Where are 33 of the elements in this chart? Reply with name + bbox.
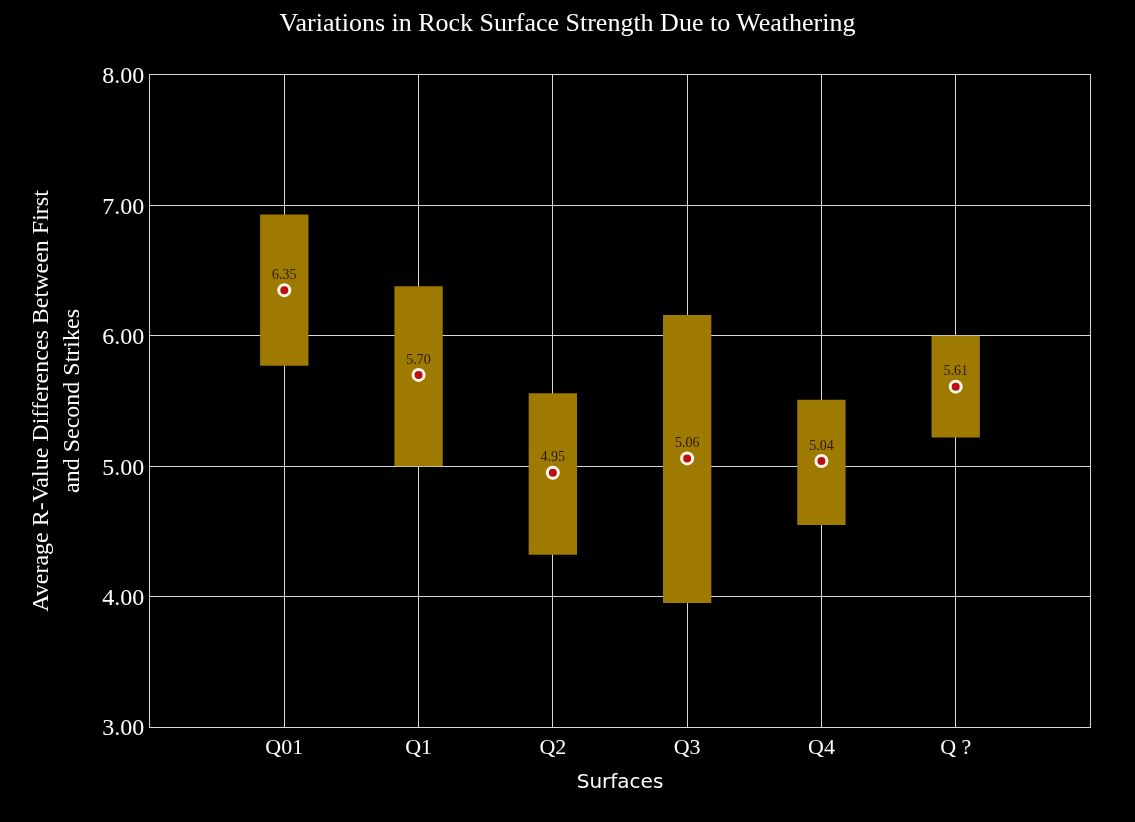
y-tick-label: 6.00 (102, 323, 145, 350)
y-tick-label: 8.00 (102, 62, 145, 89)
bar (931, 335, 980, 438)
data-label: 5.70 (406, 351, 431, 367)
data-label: 5.61 (943, 363, 968, 379)
y-tick-label: 7.00 (102, 192, 145, 219)
data-label: 5.06 (674, 435, 700, 451)
point (545, 465, 560, 480)
bar (260, 214, 309, 366)
x-tick-label: Q4 (807, 734, 835, 760)
y-tick-label: 4.00 (102, 584, 145, 610)
bar (528, 393, 578, 555)
point (277, 283, 292, 298)
bar (797, 399, 846, 525)
bar (662, 314, 712, 604)
x-tick-label: Q3 (673, 734, 701, 760)
x-tick-label: Q ? (940, 734, 972, 760)
point (680, 451, 695, 466)
x-tick-label: Q2 (539, 734, 567, 760)
x-axis-title: Surfaces (576, 768, 664, 793)
point (411, 367, 426, 382)
bar (394, 286, 443, 467)
y-tick-label: 5.00 (102, 453, 145, 480)
chart-title: Variations in Rock Surface Strength Due to Weathering (279, 7, 856, 37)
point (948, 379, 963, 394)
data-label: 5.04 (809, 437, 834, 453)
data-label: 4.95 (540, 449, 566, 465)
point (814, 453, 829, 468)
y-tick-label: 3.00 (102, 714, 145, 741)
x-tick-label: Q1 (405, 734, 433, 760)
y-axis-title: Average R-Value Differences Between First and Second Strikes (27, 189, 85, 612)
x-tick-label: Q01 (265, 734, 304, 760)
data-label: 6.35 (272, 266, 297, 282)
